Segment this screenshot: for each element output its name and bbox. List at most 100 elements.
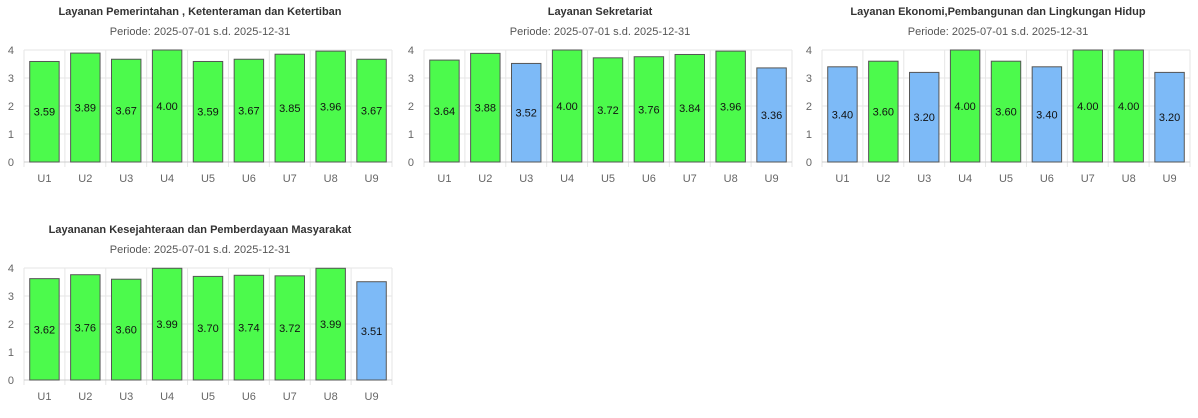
data-label: 3.60	[995, 107, 1016, 119]
y-tick-label: 3	[806, 73, 812, 85]
bar-u1[interactable]	[827, 66, 858, 163]
chart-subtitle: Periode: 2025-07-01 s.d. 2025-12-31	[109, 26, 291, 38]
bar-u2[interactable]	[70, 274, 101, 381]
bar-u8[interactable]	[1113, 49, 1144, 163]
bar-u5[interactable]	[592, 57, 624, 163]
bar-u4[interactable]	[151, 49, 183, 163]
chart-panel-ekonomi: Layanan Ekonomi,Pembangunan dan Lingkung…	[798, 0, 1198, 200]
bar-u7[interactable]	[1072, 49, 1103, 163]
bar-u6[interactable]	[233, 274, 265, 381]
data-label: 3.60	[116, 325, 137, 337]
data-label: 3.96	[320, 102, 341, 114]
bar-u5[interactable]	[192, 275, 224, 381]
x-tick-label: U2	[876, 173, 890, 185]
bar-u7[interactable]	[674, 53, 705, 163]
bar-u5[interactable]	[990, 60, 1022, 163]
bar-u8[interactable]	[315, 50, 346, 163]
x-tick-label: U5	[999, 173, 1013, 185]
data-label: 3.72	[279, 323, 300, 335]
chart-title: Layananan Kesejahteraan dan Pemberdayaan…	[48, 224, 352, 236]
data-label: 4.00	[156, 101, 177, 113]
data-label: 4.00	[954, 101, 975, 113]
y-tick-label: 2	[408, 101, 414, 113]
x-tick-label: U6	[242, 173, 256, 185]
bar-u3[interactable]	[111, 58, 142, 163]
chart-panel-sekretariat: Layanan Sekretariat Periode: 2025-07-01 …	[400, 0, 800, 200]
bar-u2[interactable]	[70, 52, 101, 163]
bar-u1[interactable]	[429, 59, 460, 163]
bar-u4[interactable]	[551, 49, 583, 163]
bar-u9[interactable]	[1154, 71, 1185, 163]
data-label: 3.67	[116, 106, 137, 118]
chart-subtitle: Periode: 2025-07-01 s.d. 2025-12-31	[907, 26, 1089, 38]
x-tick-label: U5	[201, 173, 215, 185]
y-tick-label: 3	[8, 73, 14, 85]
x-tick-label: U8	[1122, 173, 1136, 185]
bar-u8[interactable]	[315, 267, 346, 381]
y-tick-label: 4	[8, 45, 14, 57]
data-label: 3.74	[238, 323, 259, 335]
y-tick-label: 1	[806, 129, 812, 141]
bar-u6[interactable]	[1031, 66, 1063, 163]
x-tick-label: U8	[724, 173, 738, 185]
data-label: 3.52	[516, 108, 537, 120]
bar-u7[interactable]	[274, 275, 305, 381]
x-tick-label: U4	[958, 173, 972, 185]
bar-u7[interactable]	[274, 53, 305, 163]
chart-title: Layanan Sekretariat	[547, 6, 653, 18]
bar-u3[interactable]	[111, 278, 142, 381]
bar-chart-kesejahteraan: 0 1 2 3 4 3.62 U1 3.76 U2 3.60 U3 3.99 U4 3.70 U5 3.74 U…	[8, 263, 393, 403]
bar-u2[interactable]	[868, 60, 899, 163]
x-tick-label: U9	[365, 391, 379, 403]
data-label: 3.70	[197, 323, 218, 335]
chart-subtitle: Periode: 2025-07-01 s.d. 2025-12-31	[109, 244, 291, 256]
bar-chart-sekretariat: 0 1 2 3 4 3.64 U1 3.88 U2 3.52 U3 4.00 U4 3.72 U5 3.76 U…	[408, 45, 793, 185]
bar-u9[interactable]	[356, 58, 387, 163]
bar-u3[interactable]	[511, 62, 542, 163]
bar-u1[interactable]	[29, 60, 60, 163]
x-tick-label: U7	[283, 173, 297, 185]
bar-u3[interactable]	[909, 71, 940, 163]
x-tick-label: U5	[601, 173, 615, 185]
data-label: 3.99	[320, 319, 341, 331]
bar-u9[interactable]	[356, 281, 387, 381]
x-tick-label: U2	[78, 173, 92, 185]
bar-u1[interactable]	[29, 278, 60, 381]
bar-u6[interactable]	[633, 56, 665, 163]
data-label: 3.89	[75, 103, 96, 115]
bar-u4[interactable]	[949, 49, 981, 163]
data-label: 4.00	[1077, 101, 1098, 113]
chart-panel-pemerintahan: Layanan Pemerintahan , Ketenteraman dan …	[0, 0, 400, 200]
y-tick-label: 2	[8, 101, 14, 113]
x-tick-label: U1	[835, 173, 849, 185]
y-tick-label: 4	[806, 45, 812, 57]
y-tick-label: 2	[806, 101, 812, 113]
data-label: 3.40	[832, 109, 853, 121]
bar-u5[interactable]	[192, 60, 224, 163]
data-label: 3.76	[75, 322, 96, 334]
chart-title: Layanan Ekonomi,Pembangunan dan Lingkung…	[850, 6, 1146, 18]
bar-u4[interactable]	[151, 267, 183, 381]
x-tick-label: U5	[201, 391, 215, 403]
y-tick-label: 2	[8, 319, 14, 331]
bar-u2[interactable]	[470, 52, 501, 163]
data-label: 3.85	[279, 103, 300, 115]
x-tick-label: U9	[1163, 173, 1177, 185]
data-label: 3.60	[873, 107, 894, 119]
y-tick-label: 4	[8, 263, 14, 275]
bar-u9[interactable]	[756, 67, 787, 163]
data-label: 3.99	[156, 319, 177, 331]
x-tick-label: U3	[119, 173, 133, 185]
data-label: 3.72	[597, 105, 618, 117]
bar-u8[interactable]	[715, 50, 746, 163]
y-tick-label: 0	[806, 157, 812, 169]
y-tick-label: 1	[408, 129, 414, 141]
y-tick-label: 1	[8, 129, 14, 141]
chart-title: Layanan Pemerintahan , Ketenteraman dan …	[58, 6, 342, 18]
y-tick-label: 1	[8, 347, 14, 359]
x-tick-label: U3	[519, 173, 533, 185]
bar-u6[interactable]	[233, 58, 265, 163]
data-label: 3.62	[34, 324, 55, 336]
data-label: 3.20	[914, 112, 935, 124]
data-label: 3.67	[238, 106, 259, 118]
